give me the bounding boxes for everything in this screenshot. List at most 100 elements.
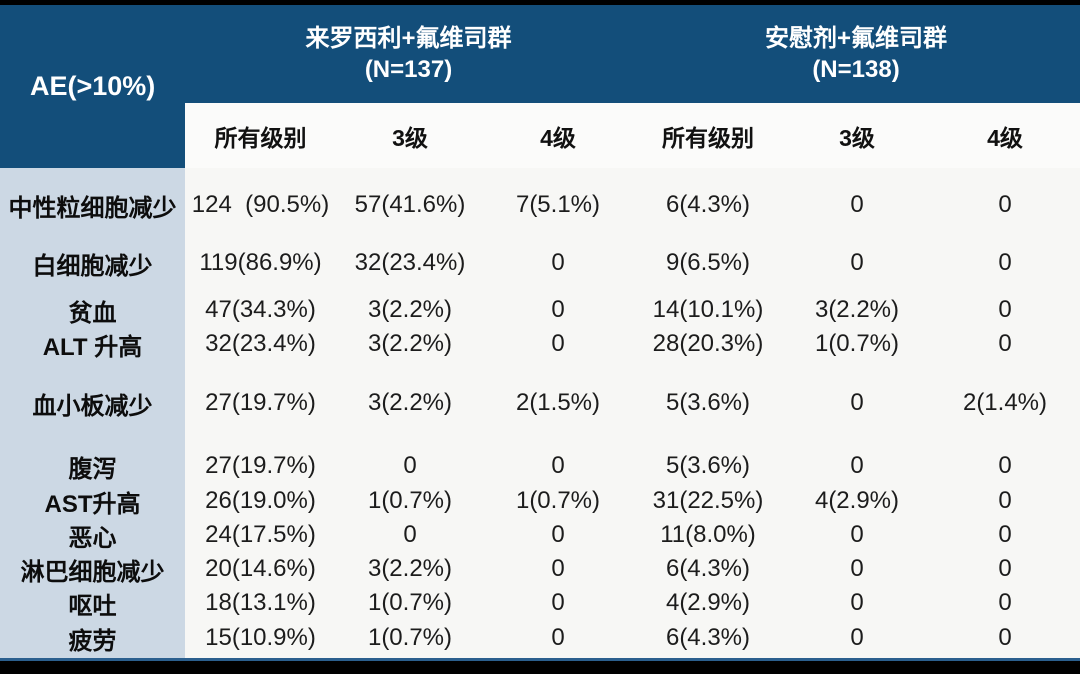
table-cell: 3(2.2%): [814, 296, 900, 323]
table-cell: 14(10.1%): [652, 296, 764, 323]
header-right: 来罗西利+氟维司群 (N=137) 安慰剂+氟维司群 (N=138) 所有级别 3…: [185, 5, 1080, 168]
table-cell: 0: [850, 389, 864, 416]
table-cell: 0: [998, 487, 1012, 514]
row-label: AST升高: [44, 490, 141, 518]
table-cell: 0: [551, 249, 565, 276]
table-cell: 27(19.7%): [205, 389, 316, 416]
ae-table: AE(>10%) 来罗西利+氟维司群 (N=137) 安慰剂+氟维司群 (N=1…: [0, 5, 1080, 658]
table-cell: 1(0.7%): [367, 487, 453, 514]
table-cell: 0: [551, 452, 565, 479]
table-cell: 47(34.3%): [205, 296, 316, 323]
table-cell: 31(22.5%): [652, 487, 764, 514]
col-group-lerociclib: 来罗西利+氟维司群 (N=137): [185, 5, 632, 103]
bottom-divider: [0, 658, 1080, 661]
table-cell: 3(2.2%): [367, 330, 453, 357]
table-row: 呕吐 18(13.1%) 1(0.7%) 0 4(2.9%) 0 0: [0, 586, 1080, 620]
table-cell: 0: [998, 191, 1012, 218]
subheader-col-3: 4级: [540, 124, 576, 151]
col-group-placebo-title: 安慰剂+氟维司群: [764, 25, 947, 52]
col-group-placebo: 安慰剂+氟维司群 (N=138): [632, 5, 1080, 103]
table-cell: 3(2.2%): [367, 555, 453, 582]
row-label: ALT 升高: [42, 333, 143, 361]
table-cell: 5(3.6%): [665, 452, 751, 479]
row-label: 呕吐: [68, 592, 117, 620]
row-header-ae: AE(>10%): [0, 5, 185, 168]
table-cell: 20(14.6%): [205, 555, 316, 582]
table-cell: 0: [850, 249, 864, 276]
table-cell: 0: [850, 191, 864, 218]
col-group-lerociclib-n: (N=137): [364, 56, 453, 83]
table-cell: 119(86.9%): [199, 249, 322, 276]
row-label: 贫血: [68, 299, 117, 327]
table-row: AST升高 26(19.0%) 1(0.7%) 1(0.7%) 31(22.5%) 4(2…: [0, 484, 1080, 518]
table-cell: 0: [850, 589, 864, 616]
table-cell: 11(8.0%): [660, 521, 756, 548]
table-cell: 18(13.1%): [205, 589, 316, 616]
table-cell: 6(4.3%): [665, 191, 751, 218]
table-cell: 0: [850, 555, 864, 582]
table-cell: 7(5.1%): [515, 191, 601, 218]
table-cell: 0: [998, 589, 1012, 616]
table-cell: 0: [403, 521, 417, 548]
row-label: 恶心: [68, 524, 117, 552]
table-cell: 5(3.6%): [665, 389, 751, 416]
row-label: 淋巴细胞减少: [20, 558, 165, 586]
subheader-col-4: 所有级别: [662, 124, 754, 151]
table-cell: 0: [551, 555, 565, 582]
table-cell: 9(6.5%): [665, 249, 751, 276]
table-cell: 0: [998, 249, 1012, 276]
table-cell: 32(23.4%): [354, 249, 466, 276]
column-group-row: 来罗西利+氟维司群 (N=137) 安慰剂+氟维司群 (N=138): [185, 5, 1080, 103]
table-cell: 0: [551, 296, 565, 323]
table-row: 血小板减少 27(19.7%) 3(2.2%) 2(1.5%) 5(3.6%) 0 2(1.…: [0, 386, 1080, 420]
table-cell: 0: [551, 521, 565, 548]
table-row: 白细胞减少 119(86.9%) 32(23.4%) 0 9(6.5%) 0 0: [0, 246, 1080, 280]
table-cell: 3(2.2%): [367, 296, 453, 323]
table-cell: 6(4.3%): [665, 555, 751, 582]
table-cell: 15(10.9%): [205, 624, 316, 651]
table-cell: 1(0.7%): [814, 330, 900, 357]
table-cell: 6(4.3%): [665, 624, 751, 651]
table-cell: 4(2.9%): [814, 487, 900, 514]
table-row: 贫血 47(34.3%) 3(2.2%) 0 14(10.1%) 3(2.2%) 0: [0, 293, 1080, 327]
table-cell: 3(2.2%): [367, 389, 453, 416]
table-header: AE(>10%) 来罗西利+氟维司群 (N=137) 安慰剂+氟维司群 (N=1…: [0, 5, 1080, 168]
col-group-lerociclib-title: 来罗西利+氟维司群: [305, 25, 512, 52]
row-label: 中性粒细胞减少: [8, 194, 177, 222]
table-cell: 28(20.3%): [652, 330, 764, 357]
table-cell: 1(0.7%): [515, 487, 601, 514]
table-cell: 0: [551, 330, 565, 357]
subheader-row: 所有级别 3级 4级 所有级别 3级 4级: [185, 103, 1080, 168]
table-cell: 2(1.4%): [962, 389, 1048, 416]
table-row: ALT 升高 32(23.4%) 3(2.2%) 0 28(20.3%) 1(0.7%) 0: [0, 327, 1080, 361]
table-cell: 0: [998, 555, 1012, 582]
subheader-col-1: 所有级别: [214, 124, 307, 151]
table-cell: 0: [551, 624, 565, 651]
table-cell: 1(0.7%): [367, 589, 453, 616]
table-cell: 0: [403, 452, 417, 479]
table-cell: 57(41.6%): [354, 191, 466, 218]
table-cell: 0: [850, 452, 864, 479]
table-cell: 0: [850, 521, 864, 548]
table-cell: 0: [551, 589, 565, 616]
table-cell: 0: [998, 330, 1012, 357]
col-group-placebo-n: (N=138): [812, 56, 900, 83]
subheader-col-6: 4级: [987, 124, 1023, 151]
bottom-black-bar: [0, 661, 1080, 674]
table-cell: 0: [998, 624, 1012, 651]
table-row: 中性粒细胞减少 124 (90.5%) 57(41.6%) 7(5.1%) 6(4.3%…: [0, 188, 1080, 222]
table-row: 淋巴细胞减少 20(14.6%) 3(2.2%) 0 6(4.3%) 0 0: [0, 552, 1080, 586]
table-cell: 0: [998, 452, 1012, 479]
table-cell: 0: [998, 296, 1012, 323]
table-cell: 26(19.0%): [205, 487, 316, 514]
row-label: 腹泻: [68, 455, 117, 483]
table-cell: 24(17.5%): [205, 521, 316, 548]
table-row: 腹泻 27(19.7%) 0 0 5(3.6%) 0 0: [0, 449, 1080, 483]
table-cell: 0: [998, 521, 1012, 548]
subheader-col-2: 3级: [392, 124, 428, 151]
row-label: 疲劳: [68, 627, 117, 655]
table-cell: 27(19.7%): [205, 452, 316, 479]
table-body: 中性粒细胞减少 124 (90.5%) 57(41.6%) 7(5.1%) 6(4.3%…: [0, 168, 1080, 658]
table-row: 疲劳 15(10.9%) 1(0.7%) 0 6(4.3%) 0 0: [0, 621, 1080, 655]
row-label: 白细胞减少: [32, 252, 153, 280]
